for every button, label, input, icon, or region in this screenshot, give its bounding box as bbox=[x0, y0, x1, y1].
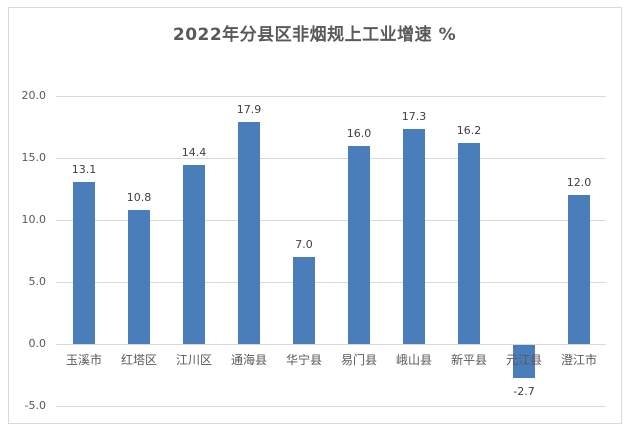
bar bbox=[293, 257, 315, 344]
data-label: -2.7 bbox=[513, 385, 535, 399]
gridline-neg5 bbox=[56, 406, 606, 407]
data-label: 12.0 bbox=[566, 176, 592, 190]
data-label: 16.2 bbox=[456, 124, 482, 138]
bar bbox=[238, 122, 260, 344]
bar bbox=[73, 181, 95, 344]
bar bbox=[458, 143, 480, 344]
y-tick-label: 15.0 bbox=[21, 151, 47, 164]
gridline-15 bbox=[56, 158, 606, 159]
data-label: 16.0 bbox=[346, 126, 372, 140]
gridline-5 bbox=[56, 282, 606, 283]
data-label: 13.1 bbox=[71, 162, 97, 176]
x-category-label: 元江县 bbox=[505, 353, 542, 367]
bar bbox=[403, 129, 425, 344]
data-label: 7.0 bbox=[295, 238, 313, 252]
data-label: 14.4 bbox=[181, 146, 207, 160]
bar bbox=[348, 145, 370, 344]
x-category-label: 江川区 bbox=[175, 353, 212, 367]
x-category-label: 华宁县 bbox=[285, 353, 322, 367]
gridline-0 bbox=[56, 344, 606, 345]
gridline-10 bbox=[56, 220, 606, 221]
x-category-label: 玉溪市 bbox=[65, 353, 102, 367]
y-tick-label: -5.0 bbox=[24, 399, 46, 412]
x-category-label: 新平县 bbox=[450, 353, 487, 367]
bar bbox=[183, 165, 205, 344]
chart-title: 2022年分县区非烟规上工业增速 % bbox=[172, 25, 457, 45]
y-tick-label: 0.0 bbox=[28, 337, 47, 350]
y-tick-label: 20.0 bbox=[21, 89, 47, 102]
y-tick-label: 10.0 bbox=[21, 213, 47, 226]
x-category-label: 红塔区 bbox=[120, 353, 157, 367]
x-category-label: 易门县 bbox=[340, 353, 377, 367]
gridline-20 bbox=[56, 96, 606, 97]
x-category-label: 通海县 bbox=[230, 353, 267, 367]
y-tick-label: 5.0 bbox=[28, 275, 47, 288]
data-label: 17.3 bbox=[401, 110, 427, 124]
bar bbox=[568, 195, 590, 344]
bar bbox=[513, 345, 535, 379]
data-label: 17.9 bbox=[236, 103, 262, 117]
x-category-label: 澄江市 bbox=[560, 353, 597, 367]
x-category-label: 峨山县 bbox=[395, 353, 432, 367]
data-label: 10.8 bbox=[126, 191, 152, 205]
bar bbox=[128, 210, 150, 344]
